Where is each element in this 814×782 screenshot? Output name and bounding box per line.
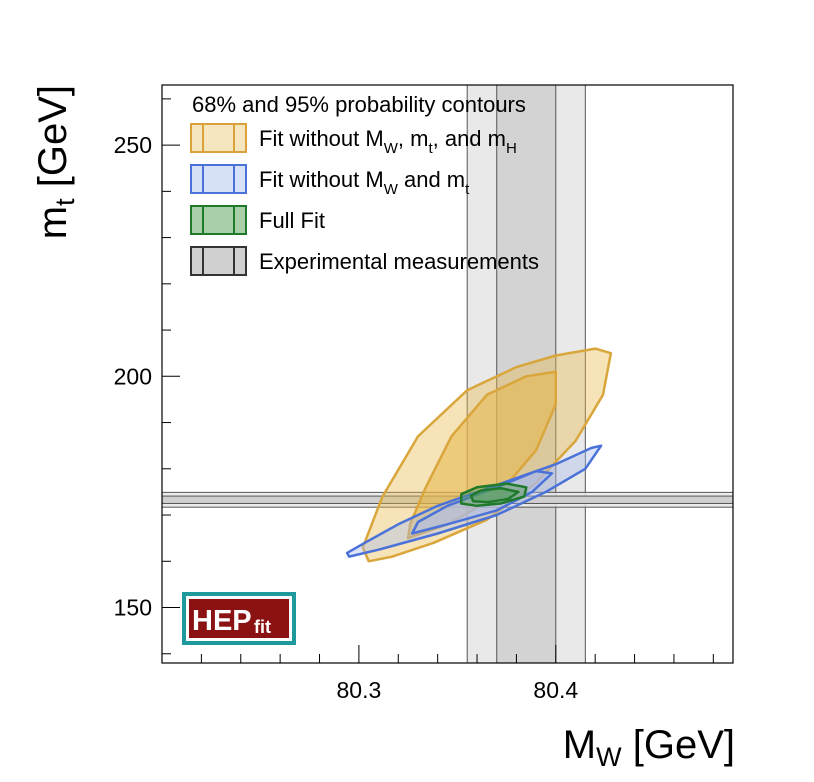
x-tick-label: 80.3 [337, 677, 382, 703]
plot-frame [161, 84, 734, 664]
y-tick-label: 150 [114, 595, 152, 621]
x-axis-title: MW [GeV] [563, 723, 735, 772]
hepfit-logo: HEP fit [182, 592, 296, 645]
legend-swatch [190, 246, 247, 276]
y-tick-label: 200 [114, 363, 152, 389]
full-contour-68 [469, 486, 520, 504]
legend: 68% and 95% probability contours Fit with… [190, 92, 539, 276]
legend-swatch [190, 205, 247, 235]
legend-swatch [190, 123, 247, 153]
legend-label: Fit without MW, mt, and mH [259, 126, 517, 157]
axes: 80.3 80.4 150 200 250 [114, 84, 734, 703]
x-tick-label: 80.4 [533, 677, 578, 703]
legend-label: Experimental measurements [259, 249, 539, 274]
legend-title: 68% and 95% probability contours [192, 92, 526, 117]
legend-swatch [190, 164, 247, 194]
logo-main-text: HEP [192, 605, 252, 637]
legend-entry-exp: Experimental measurements [190, 246, 539, 276]
y-axis-title: mt [GeV] [31, 85, 80, 239]
legend-entry-no_mw_mt: Fit without MW and mt [190, 164, 470, 198]
legend-label: Full Fit [259, 208, 325, 233]
legend-entry-full: Full Fit [190, 205, 325, 235]
legend-label: Fit without MW and mt [259, 167, 470, 198]
legend-entry-no_mw_mt_mh: Fit without MW, mt, and mH [190, 123, 517, 157]
logo-sub-text: fit [254, 617, 271, 637]
y-tick-label: 250 [114, 132, 152, 158]
